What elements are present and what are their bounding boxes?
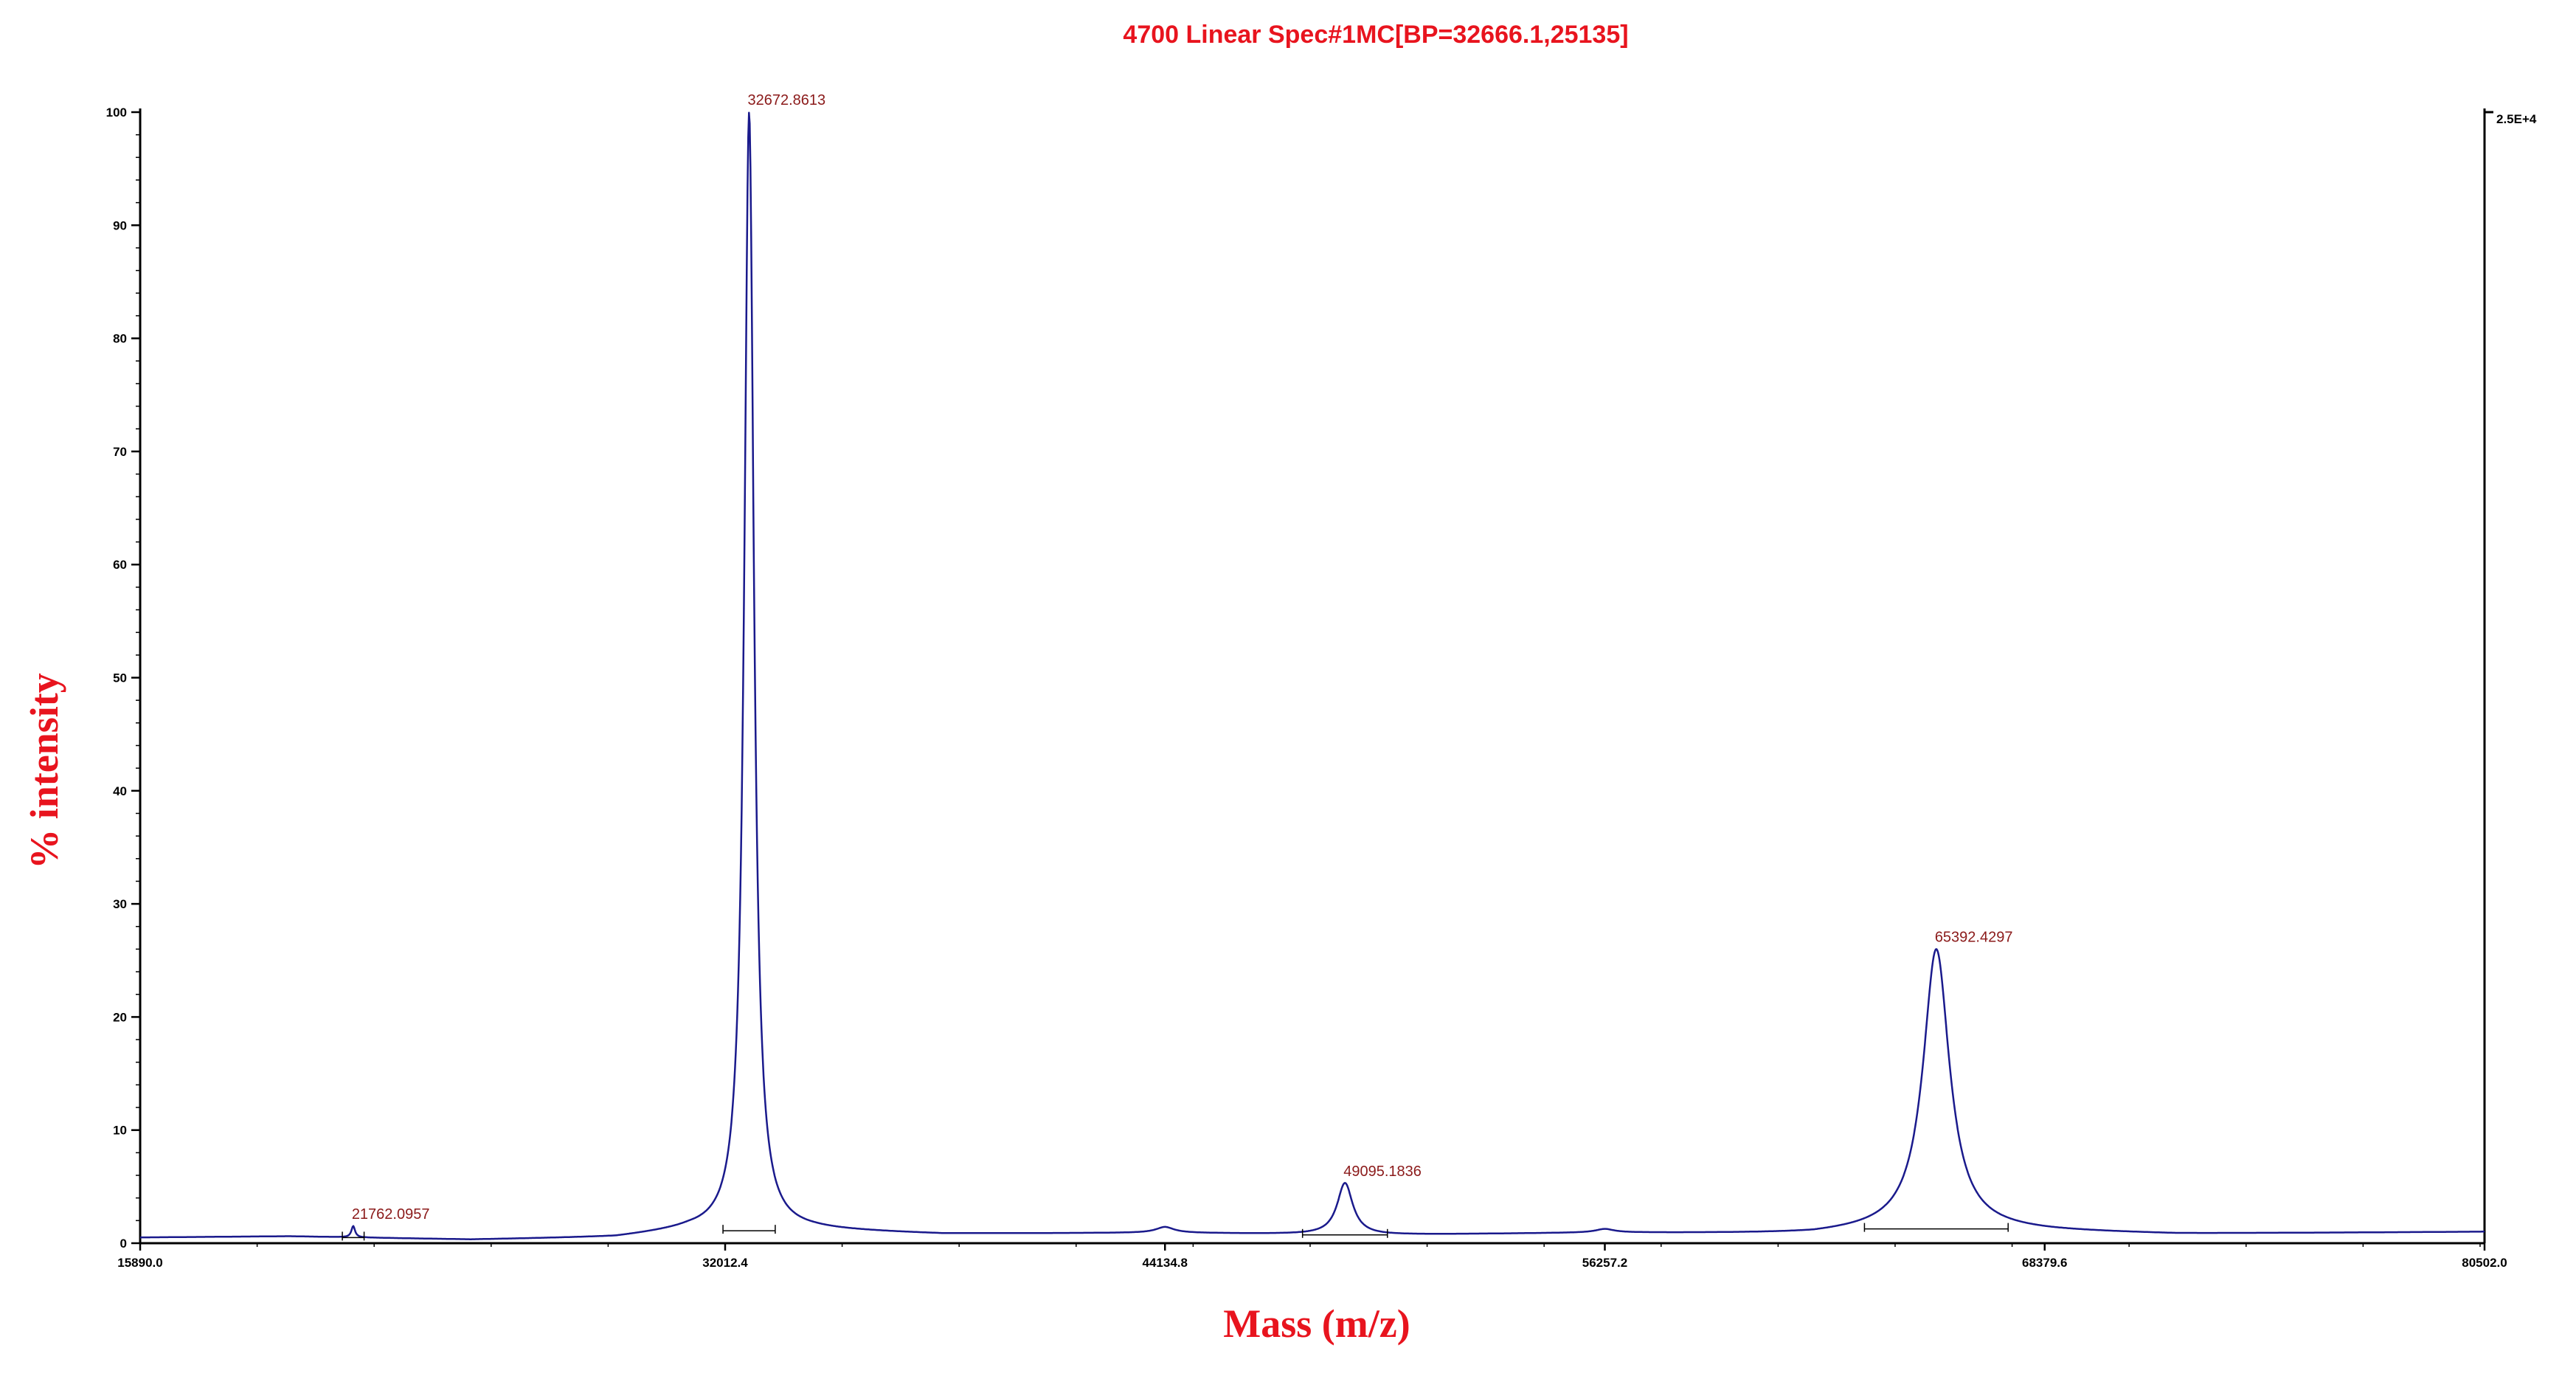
axis-ticks: 0 10 20 30 40 50 60 70 80 90 100 15890.0 32012.4 4413… xyxy=(106,106,2507,1270)
y-axis-label: % intensity xyxy=(22,673,66,869)
y-tick-label: 0 xyxy=(120,1237,127,1251)
right-axis-scale-label: 2.5E+4 xyxy=(2496,112,2537,126)
x-axis-label: Mass (m/z) xyxy=(1223,1301,1410,1346)
peak-label: 49095.1836 xyxy=(1343,1164,1422,1180)
x-tick-label: 56257.2 xyxy=(1582,1256,1627,1270)
peak-label: 65392.4297 xyxy=(1935,929,2013,945)
y-tick-label: 20 xyxy=(113,1010,127,1024)
x-tick-label: 15890.0 xyxy=(117,1256,162,1270)
peak-label: 21762.0957 xyxy=(352,1206,430,1223)
y-tick-label: 70 xyxy=(113,445,127,459)
chart-title: 4700 Linear Spec#1MC[BP=32666.1,25135] xyxy=(1123,21,1628,49)
y-tick-label: 30 xyxy=(113,897,127,911)
spectrum-trace xyxy=(139,111,2485,1240)
y-tick-label: 60 xyxy=(113,558,127,572)
y-tick-label: 80 xyxy=(113,332,127,346)
y-tick-label: 40 xyxy=(113,784,127,798)
peak-labels: 21762.0957 32672.8613 49095.1836 65392.4297 xyxy=(342,92,2013,1241)
x-tick-label: 80502.0 xyxy=(2462,1256,2507,1270)
peak-label: 32672.8613 xyxy=(747,92,825,108)
spectrum-trace-group xyxy=(139,111,2485,1240)
x-tick-label: 44134.8 xyxy=(1143,1256,1188,1270)
axes xyxy=(139,108,2493,1245)
y-tick-label: 90 xyxy=(113,218,127,232)
y-tick-label: 10 xyxy=(113,1124,127,1138)
y-tick-label: 50 xyxy=(113,671,127,685)
x-tick-label: 32012.4 xyxy=(702,1256,748,1270)
x-tick-label: 68379.6 xyxy=(2022,1256,2067,1270)
y-tick-label: 100 xyxy=(106,106,127,120)
